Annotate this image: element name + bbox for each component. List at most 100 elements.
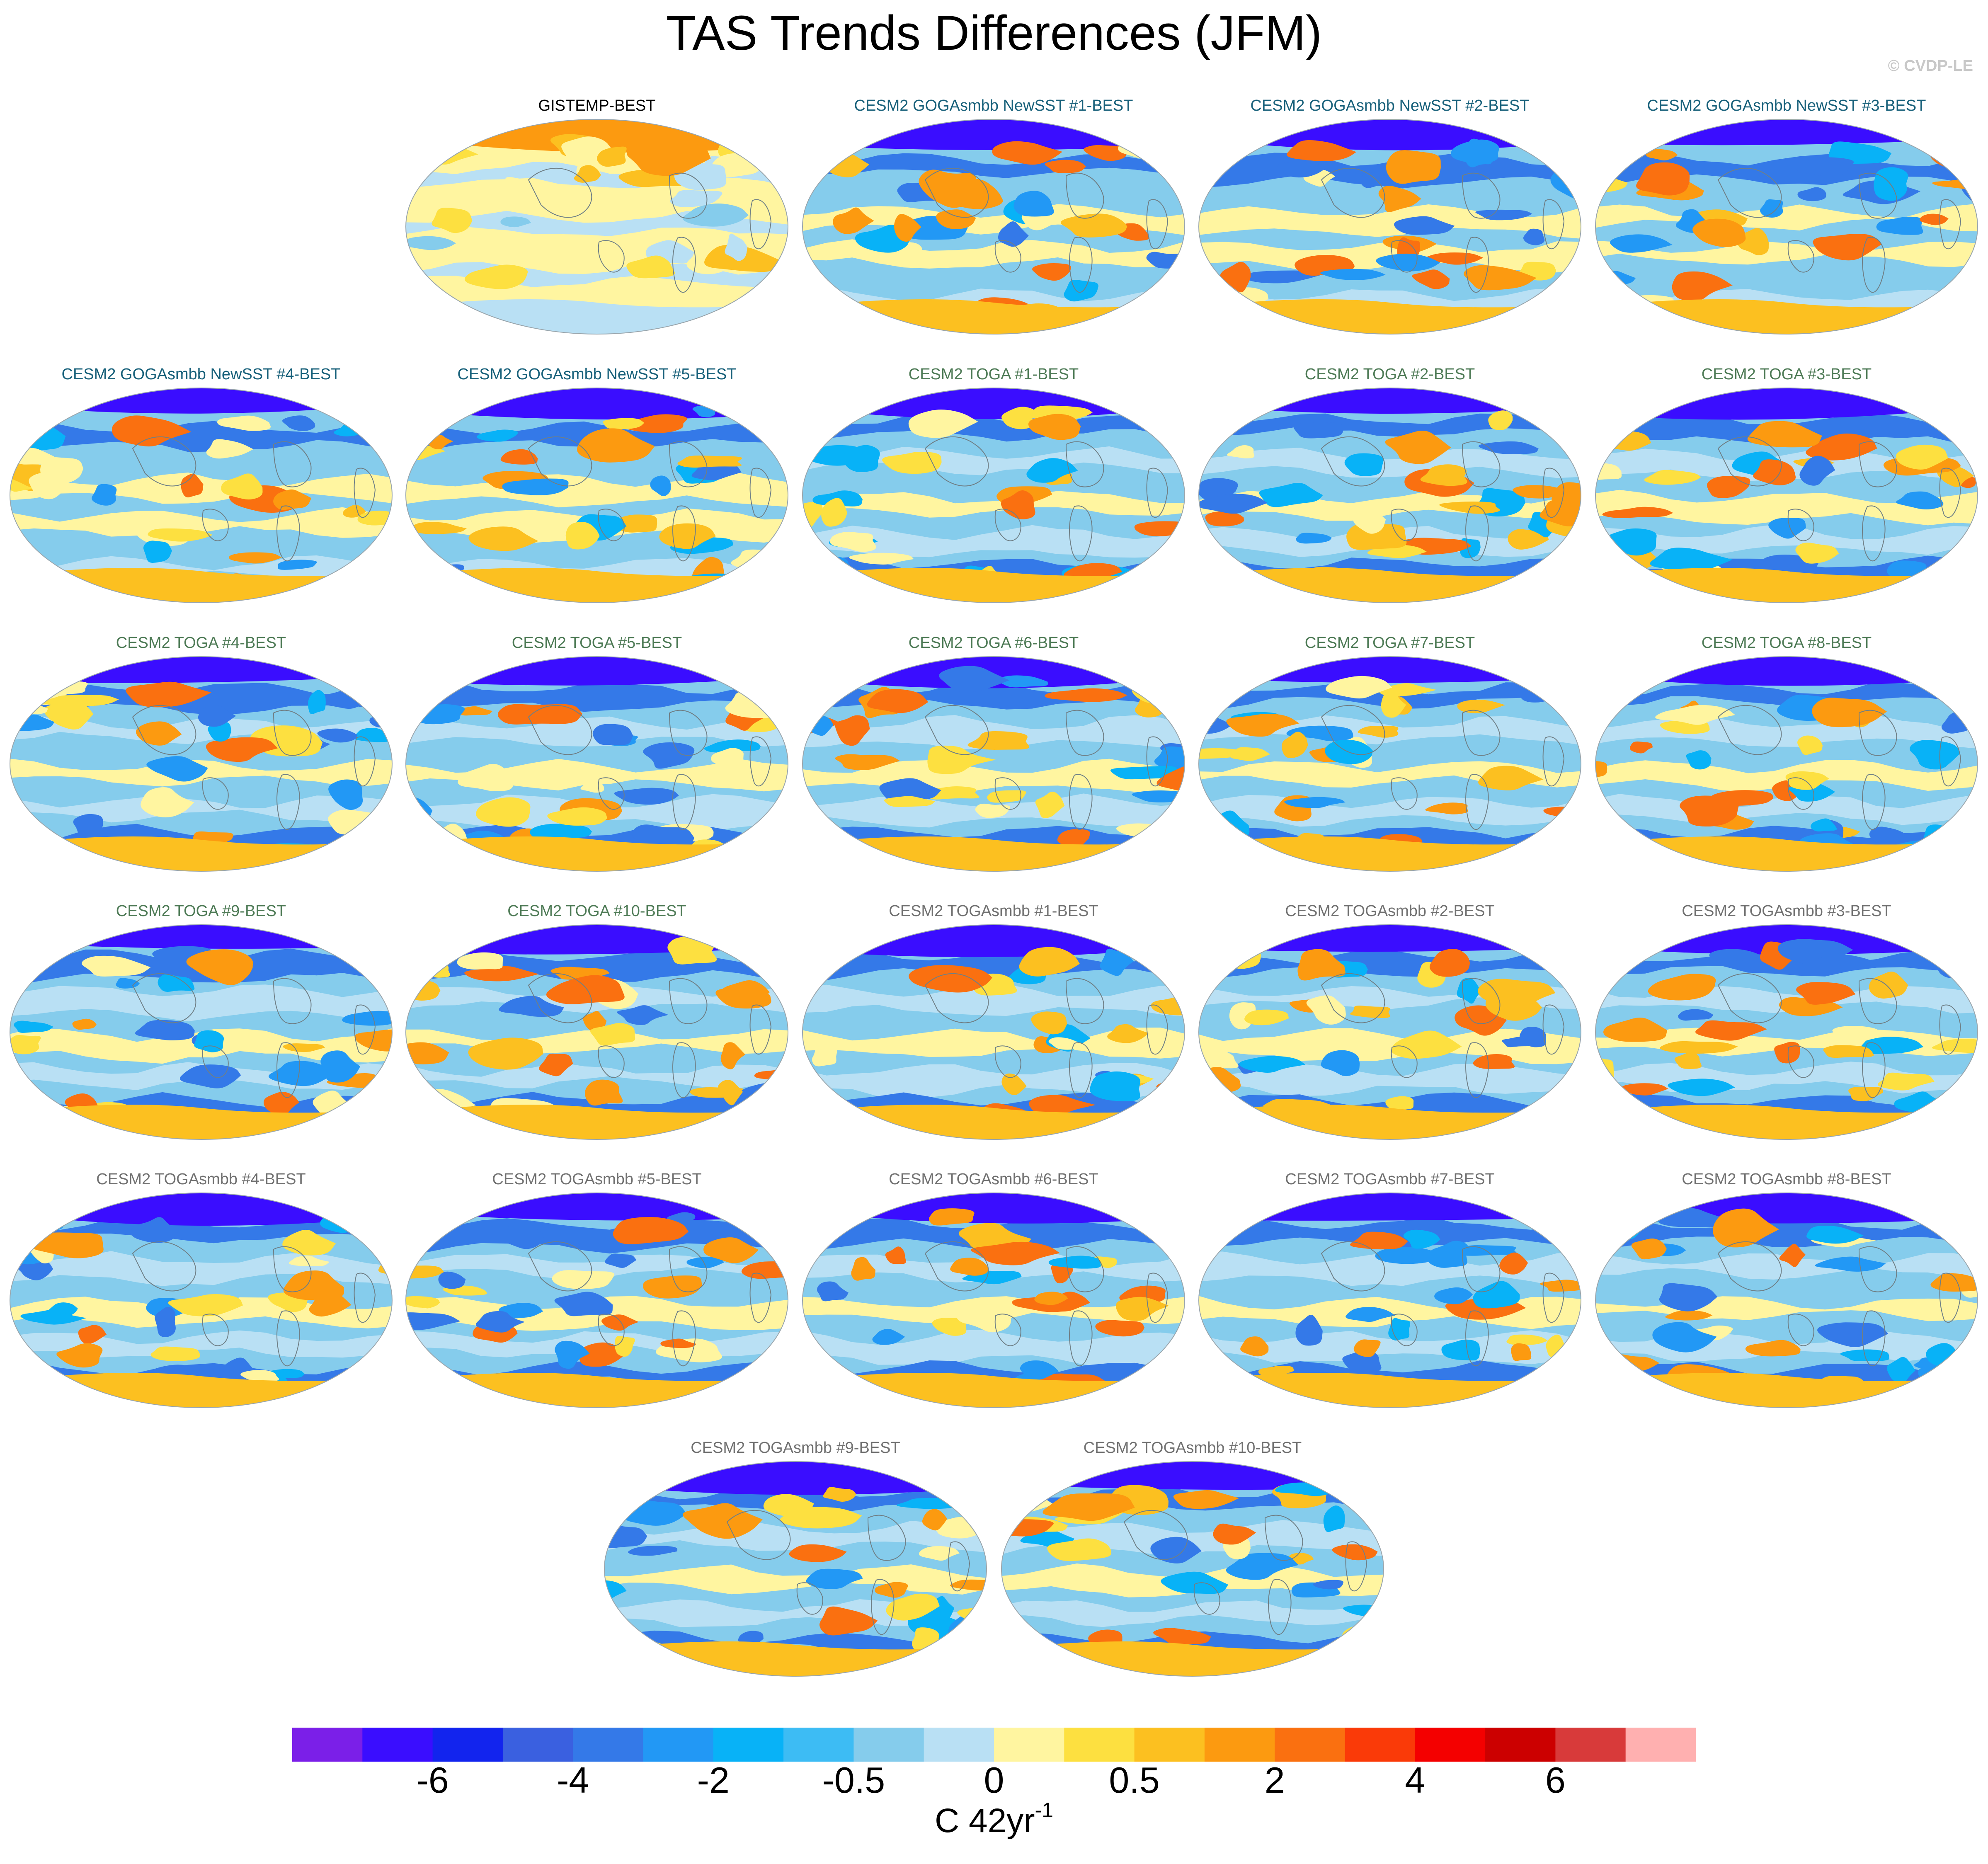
trend-patch bbox=[1134, 521, 1185, 536]
coastline bbox=[1939, 468, 1961, 518]
coastline bbox=[276, 1042, 300, 1098]
map-panel bbox=[1595, 924, 1978, 1140]
coastline bbox=[276, 505, 300, 562]
coastline bbox=[1542, 468, 1565, 518]
coastline bbox=[598, 240, 625, 273]
trend-patch bbox=[1293, 422, 1344, 439]
trend-patch bbox=[1313, 1580, 1343, 1590]
trend-patch bbox=[1199, 748, 1241, 759]
trend-band bbox=[1595, 681, 1978, 708]
polar-cap bbox=[802, 1193, 1185, 1224]
coastline bbox=[598, 777, 625, 810]
trend-patch bbox=[1806, 955, 1877, 971]
coastline bbox=[1939, 736, 1961, 787]
trend-patch bbox=[967, 731, 1030, 750]
panel-title: CESM2 TOGAsmbb #7-BEST bbox=[1285, 1171, 1495, 1188]
trend-patch bbox=[530, 824, 592, 840]
trend-patch bbox=[884, 796, 935, 807]
trend-patch bbox=[585, 1079, 623, 1106]
trend-patch bbox=[135, 1020, 195, 1040]
coastline bbox=[1862, 1042, 1886, 1098]
trend-patch bbox=[1799, 456, 1835, 486]
trend-band bbox=[10, 984, 392, 1022]
coastline bbox=[1542, 1004, 1565, 1055]
southern-ocean-band bbox=[10, 836, 392, 871]
trend-patch bbox=[328, 779, 363, 810]
coastline bbox=[1069, 237, 1093, 293]
panel-title: CESM2 TOGA #4-BEST bbox=[116, 634, 286, 652]
trend-patch bbox=[432, 208, 473, 233]
trend-patch bbox=[807, 556, 849, 577]
coastline bbox=[132, 973, 196, 1023]
trend-patch bbox=[802, 502, 824, 528]
coastline bbox=[1391, 240, 1418, 273]
trend-patch bbox=[725, 691, 788, 718]
southern-ocean-band bbox=[10, 568, 392, 603]
colorbar-swatch bbox=[713, 1728, 784, 1762]
coastline bbox=[1462, 172, 1501, 219]
map-outline bbox=[1001, 1461, 1384, 1677]
trend-band bbox=[1595, 240, 1978, 267]
trend-patch bbox=[10, 701, 48, 715]
trend-patch bbox=[1610, 234, 1673, 253]
trend-patch bbox=[1508, 529, 1549, 550]
colorbar-tick-label: -2 bbox=[697, 1760, 730, 1801]
trend-patch bbox=[718, 1080, 743, 1105]
panel-title: CESM2 TOGAsmbb #9-BEST bbox=[691, 1439, 900, 1457]
trend-patch bbox=[1282, 732, 1308, 759]
panel-title: CESM2 TOGAsmbb #2-BEST bbox=[1285, 902, 1495, 920]
trend-patch bbox=[886, 1593, 940, 1621]
trend-patch bbox=[605, 1253, 637, 1268]
trend-patch bbox=[221, 473, 263, 499]
coastline bbox=[994, 777, 1021, 810]
trend-patch bbox=[879, 778, 941, 802]
trend-patch bbox=[1539, 499, 1581, 526]
coastline bbox=[528, 705, 592, 755]
trend-patch bbox=[1692, 218, 1746, 247]
map-panel bbox=[9, 1193, 393, 1408]
trend-band bbox=[1595, 524, 1978, 555]
trend-patch bbox=[412, 564, 465, 580]
trend-patch bbox=[1929, 558, 1978, 583]
map-field bbox=[10, 925, 392, 1139]
trend-patch bbox=[1360, 172, 1385, 188]
trend-band bbox=[1199, 413, 1581, 439]
polar-cap bbox=[406, 925, 788, 955]
coastline bbox=[871, 1579, 895, 1635]
trend-patch bbox=[802, 1360, 825, 1373]
map-panel bbox=[604, 1461, 987, 1677]
panel-title: GISTEMP-BEST bbox=[538, 97, 656, 114]
panel-title: CESM2 TOGA #5-BEST bbox=[512, 634, 682, 652]
southern-ocean-band bbox=[1595, 568, 1978, 603]
trend-band bbox=[802, 525, 1185, 558]
trend-patch bbox=[660, 1338, 697, 1348]
coastline bbox=[273, 710, 312, 756]
trend-patch bbox=[614, 788, 679, 805]
panel-title: CESM2 GOGAsmbb NewSST #3-BEST bbox=[1647, 97, 1926, 114]
trend-patch bbox=[1796, 157, 1854, 177]
coastline bbox=[672, 237, 696, 293]
coastline bbox=[1146, 1004, 1169, 1055]
trend-patch bbox=[643, 742, 695, 769]
coastline bbox=[924, 1241, 989, 1292]
coastline bbox=[202, 1314, 229, 1346]
trend-patch bbox=[932, 1317, 967, 1336]
trend-patch bbox=[1306, 995, 1346, 1025]
trend-patch bbox=[667, 936, 717, 965]
trend-patch bbox=[1084, 145, 1127, 161]
trend-patch bbox=[229, 552, 282, 564]
trend-patch bbox=[1678, 1009, 1714, 1021]
trend-patch bbox=[1876, 216, 1923, 235]
warm-anomaly-patch bbox=[112, 415, 192, 447]
polar-cap bbox=[10, 657, 392, 684]
trend-patch bbox=[1173, 1490, 1239, 1509]
map-panel bbox=[802, 1193, 1186, 1408]
figure-title: TAS Trends Differences (JFM) bbox=[666, 6, 1322, 61]
trend-patch bbox=[574, 165, 601, 183]
map-field bbox=[1199, 1193, 1581, 1408]
trend-patch bbox=[217, 415, 271, 431]
coastline bbox=[1146, 1273, 1169, 1323]
trend-patch bbox=[1886, 1357, 1915, 1384]
polar-cap bbox=[802, 119, 1185, 150]
trend-patch bbox=[1391, 1030, 1462, 1059]
